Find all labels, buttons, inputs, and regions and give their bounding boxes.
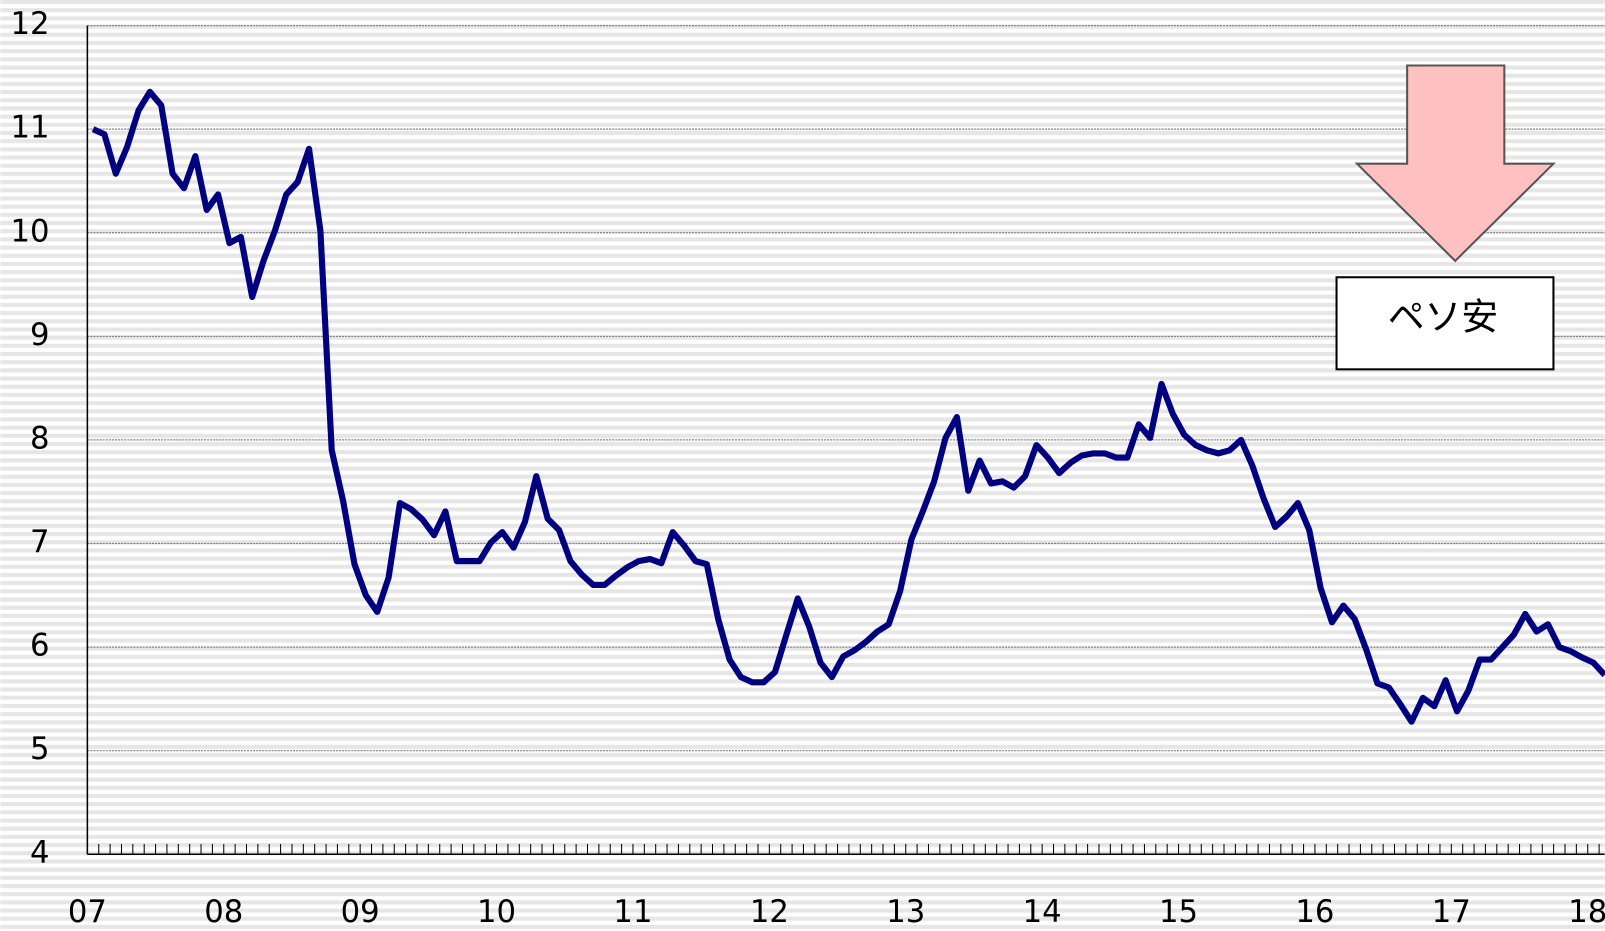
x-tick-label: 09 [341,895,380,930]
y-tick-label: 7 [30,525,50,560]
y-tick-label: 8 [30,421,50,456]
x-tick-label: 15 [1159,895,1198,930]
x-tick-label: 18 [1568,895,1605,930]
x-tick-label: 08 [204,895,243,930]
y-tick-label: 6 [30,629,50,664]
y-tick-label: 5 [30,732,50,767]
x-tick-label: 10 [477,895,516,930]
x-tick-label: 12 [750,895,789,930]
annotation-box [1335,276,1555,371]
annotation-text: ペソ安 [1388,296,1498,339]
line [91,88,1605,725]
y-tick-label: 9 [30,318,50,353]
x-minor-ticks [86,844,1600,855]
y-tick-label: 10 [10,214,49,249]
x-tick-label: 07 [68,895,107,930]
x-tick-label: 17 [1432,895,1471,930]
y-tick-label: 12 [10,7,49,42]
down-arrow [1354,64,1556,263]
annotation: ペソ安 [1335,64,1556,371]
y-tick-label: 4 [30,836,50,871]
x-tick-label: 16 [1295,895,1334,930]
x-tick-label: 14 [1023,895,1062,930]
y-tick-label: 11 [10,111,49,146]
x-tick-label: 11 [613,895,652,930]
x-tick-label: 13 [886,895,925,930]
grid: 4 5 6 7 8 9 10 11 12 07 08 09 10 11 12 13 14 15 16 17 18 [10,7,1605,930]
plot [91,88,1605,725]
